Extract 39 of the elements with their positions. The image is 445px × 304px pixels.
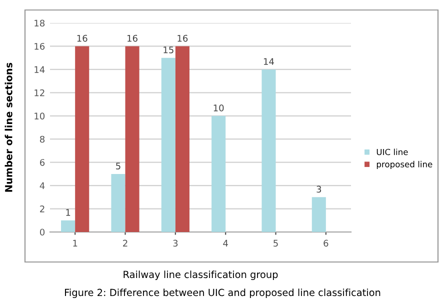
caption: Figure 2: Difference between UIC and proposed line classification xyxy=(65,288,380,298)
bar xyxy=(125,46,140,232)
x-axis-title: Railway line classification group xyxy=(124,270,278,280)
y-tick-label: 16 xyxy=(34,42,45,50)
y-tick-label: 18 xyxy=(34,20,45,27)
data-label: 5 xyxy=(116,162,120,170)
bar xyxy=(61,220,76,232)
bar xyxy=(75,46,90,232)
data-label: 16 xyxy=(77,34,88,42)
bar xyxy=(161,58,176,232)
legend-label: proposed line xyxy=(376,160,432,169)
bar xyxy=(111,174,126,232)
data-label: 10 xyxy=(214,104,224,112)
x-tick-label: 1 xyxy=(73,240,78,246)
data-label: 3 xyxy=(316,186,322,193)
legend-label: UIC line xyxy=(376,148,408,156)
x-tick-label: 4 xyxy=(223,240,228,246)
data-label: 1 xyxy=(66,209,70,216)
y-tick-label: 0 xyxy=(40,228,45,236)
bar xyxy=(175,46,190,232)
data-label: 16 xyxy=(178,34,188,42)
y-tick-label: 12 xyxy=(34,89,44,96)
data-label: 15 xyxy=(164,46,174,54)
y-tick-label: 2 xyxy=(40,206,44,212)
y-tick-label: 4 xyxy=(40,182,45,189)
y-axis-title: Number of line sections xyxy=(4,62,12,192)
bar xyxy=(312,197,326,232)
y-tick-label: 8 xyxy=(40,136,45,143)
y-tick-label: 10 xyxy=(34,112,45,120)
y-tick-label: 14 xyxy=(34,66,45,73)
y-tick-label: 6 xyxy=(40,159,45,166)
x-tick-label: 5 xyxy=(274,240,278,247)
bar xyxy=(262,69,276,232)
data-label: 16 xyxy=(128,34,138,42)
x-tick-label: 2 xyxy=(123,240,128,246)
x-tick-label: 6 xyxy=(324,240,328,247)
x-tick-label: 3 xyxy=(173,240,178,247)
bar xyxy=(212,116,226,232)
data-label: 14 xyxy=(264,58,274,65)
